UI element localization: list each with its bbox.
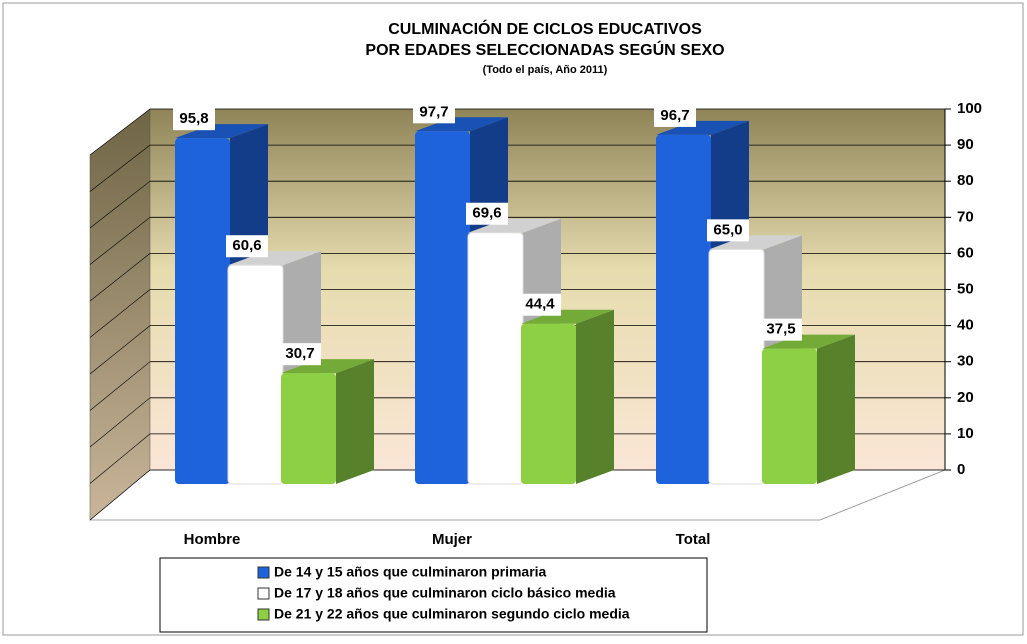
value-label-box [654, 104, 696, 127]
chart-title: CULMINACIÓN DE CICLOS EDUCATIVOS [388, 19, 702, 38]
value-label: 96,7 [660, 107, 689, 124]
bar-top [228, 251, 321, 266]
y-tick-label: 80 [957, 172, 974, 189]
side-grid-line [89, 144, 151, 192]
value-label: 69,6 [472, 205, 501, 222]
value-label: 95,8 [179, 110, 208, 127]
value-label: 97,7 [419, 103, 448, 120]
bar-side [817, 334, 855, 484]
side-grid-line [89, 253, 151, 302]
side-grid-line [89, 289, 151, 338]
value-label-box [226, 235, 268, 258]
value-label-box [466, 202, 508, 225]
bar-top [656, 120, 749, 135]
side-grid-line [89, 180, 151, 229]
bar [281, 373, 336, 484]
bar-top [709, 235, 802, 250]
bar-side [336, 359, 374, 484]
value-label-box [413, 101, 455, 124]
y-tick-label: 0 [957, 461, 965, 478]
value-label-box [173, 108, 215, 131]
legend-label: De 21 y 22 años que culminaron segundo c… [274, 606, 630, 622]
bar-top [762, 334, 855, 349]
bar-top [281, 359, 374, 374]
x-tick-label: Total [676, 531, 711, 548]
y-tick-label: 60 [957, 244, 974, 261]
bar [762, 348, 817, 484]
bar-side [576, 309, 614, 484]
side-grid-line [89, 108, 151, 156]
bar [521, 323, 576, 484]
x-tick-label: Mujer [432, 531, 472, 548]
bar [415, 131, 470, 485]
side-grid-line [89, 397, 151, 448]
bar-top [468, 218, 561, 233]
value-label-box [707, 219, 749, 242]
y-tick-label: 30 [957, 353, 974, 370]
legend-label: De 14 y 15 años que culminaron primaria [274, 564, 547, 580]
bar [656, 134, 711, 484]
side-grid-line [89, 325, 151, 375]
side-grid-line [89, 361, 151, 411]
legend-swatch [257, 608, 270, 621]
value-label-box [279, 343, 321, 366]
value-label: 60,6 [232, 237, 261, 254]
y-tick-label: 90 [957, 136, 974, 153]
bar-top [175, 124, 268, 139]
bar-top [521, 309, 614, 324]
side-grid-line [89, 217, 151, 265]
legend-label: De 17 y 18 años que culminaron ciclo bás… [274, 585, 616, 601]
value-label: 65,0 [713, 221, 742, 238]
y-tick-label: 20 [957, 389, 974, 406]
side-grid-line [89, 469, 151, 521]
y-tick-label: 50 [957, 280, 974, 297]
legend-swatch [257, 587, 270, 600]
legend [159, 557, 708, 633]
legend-swatch [257, 566, 270, 579]
chart-subtitle: (Todo el país, Año 2011) [483, 64, 608, 76]
bar [227, 264, 284, 485]
bar-top [415, 117, 508, 132]
y-tick-label: 40 [957, 317, 974, 334]
bar [708, 248, 765, 485]
y-tick-label: 10 [957, 425, 974, 442]
value-label-box [519, 293, 561, 316]
value-label-box [760, 318, 802, 341]
bar [467, 232, 524, 485]
value-label: 44,4 [525, 296, 555, 313]
side-grid-line [89, 433, 151, 484]
x-tick-label: Hombre [184, 531, 241, 548]
y-tick-label: 100 [957, 100, 982, 117]
value-label: 37,5 [766, 321, 795, 338]
value-label: 30,7 [285, 345, 314, 362]
chart-title: POR EDADES SELECCIONADAS SEGÚN SEXO [365, 40, 724, 59]
y-tick-label: 70 [957, 208, 974, 225]
bar [175, 138, 230, 485]
